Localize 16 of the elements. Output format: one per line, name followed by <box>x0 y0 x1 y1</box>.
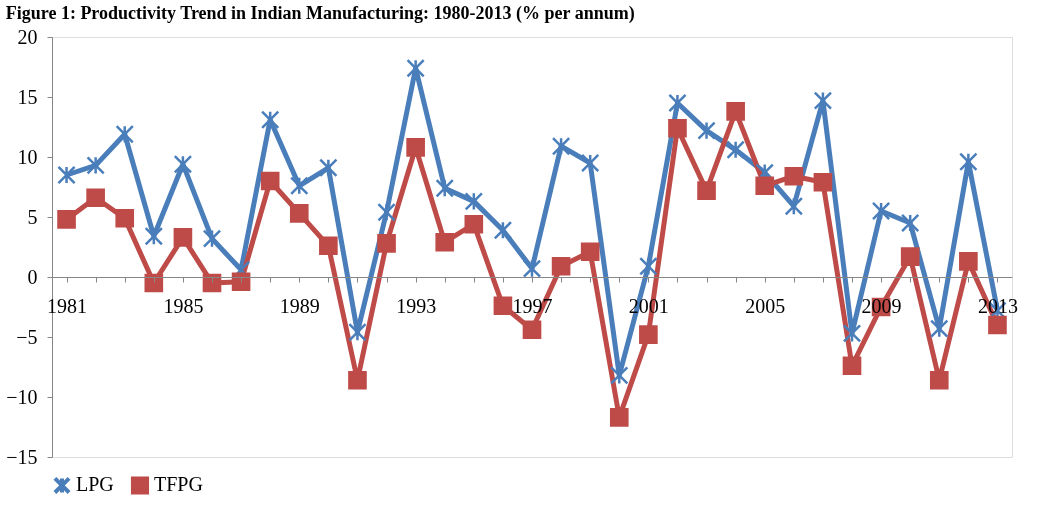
y-tick-label: −15 <box>6 445 38 468</box>
legend-label: TFPG <box>154 473 203 496</box>
x-tick-label: 2005 <box>745 294 786 317</box>
x-tick-label: 1989 <box>279 294 320 317</box>
y-tick-label: 20 <box>17 25 38 48</box>
y-tick-label: 0 <box>27 265 38 288</box>
y-tick-label: 10 <box>17 145 38 168</box>
x-tick-label: 1993 <box>396 294 437 317</box>
y-tick-label: −10 <box>6 385 38 408</box>
legend-label: LPG <box>76 473 114 496</box>
x-tick-label: 1985 <box>163 294 204 317</box>
x-tick-label: 1981 <box>47 294 88 317</box>
y-tick-label: 5 <box>27 205 38 228</box>
y-tick-label: 15 <box>17 85 38 108</box>
chart-title: Figure 1: Productivity Trend in Indian Manufacturing: 1980-2013 (% per annum) <box>5 3 635 24</box>
y-tick-label: −5 <box>16 325 38 348</box>
